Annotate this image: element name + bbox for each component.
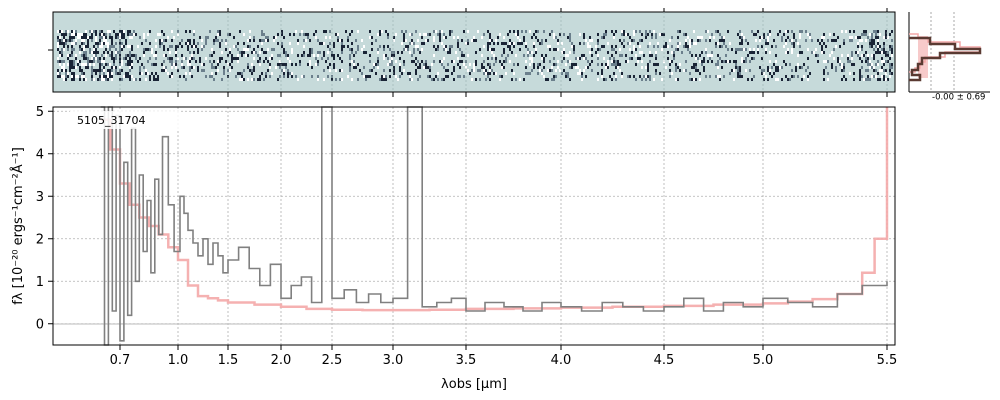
spectrum-id-box [70, 111, 180, 129]
y-tick-label: 4 [36, 147, 44, 162]
model-series-line [100, 107, 889, 312]
x-tick-label: 5.0 [753, 353, 774, 368]
y-tick-label: 5 [36, 105, 44, 120]
y-tick-label: 2 [36, 232, 44, 247]
y-tick-label: 0 [36, 317, 44, 332]
x-tick-label: 2.5 [322, 353, 343, 368]
x-tick-label: 0.7 [110, 353, 131, 368]
y-axis-label: fλ [10⁻²⁰ ergs⁻¹cm⁻²Å⁻¹] [10, 147, 26, 305]
x-ticks: 0.7 1.0 1.5 2.0 2.5 3.0 3.5 4.0 4.5 5.0 5.5 [110, 345, 898, 368]
hist-data-outline [909, 36, 982, 82]
histogram-panel: -0.00 ± 0.69 [908, 12, 990, 103]
x-tick-label: 1.5 [218, 353, 239, 368]
hist-annotation: -0.00 ± 0.69 [932, 93, 985, 103]
x-tick-label: 3.5 [456, 353, 477, 368]
x-axis-label: λobs [μm] [441, 377, 507, 392]
x-tick-label: 2.0 [271, 353, 292, 368]
x-tick-label: 4.0 [551, 353, 572, 368]
y-ticks: 0 1 2 3 4 5 [36, 105, 53, 332]
y-tick-label: 3 [36, 190, 44, 205]
x-tick-label: 1.0 [168, 353, 189, 368]
x-tick-label: 5.5 [877, 353, 898, 368]
x-tick-label: 3.0 [383, 353, 404, 368]
twod-trace-strip [57, 30, 893, 81]
y-tick-label: 1 [36, 275, 44, 290]
x-tick-label: 4.5 [654, 353, 675, 368]
plot-frame [52, 106, 896, 346]
twod-frame [52, 11, 896, 93]
spectrum-id-label: 5105_31704 [77, 114, 146, 127]
twod-spectrum-panel [48, 8, 896, 97]
data-series-line [100, 106, 888, 346]
main-spectrum-panel: 0.7 1.0 1.5 2.0 2.5 3.0 3.5 4.0 4.5 5.0 5.5 0 1 2 3 4 5… [36, 105, 898, 368]
twod-xticks [119, 8, 888, 97]
